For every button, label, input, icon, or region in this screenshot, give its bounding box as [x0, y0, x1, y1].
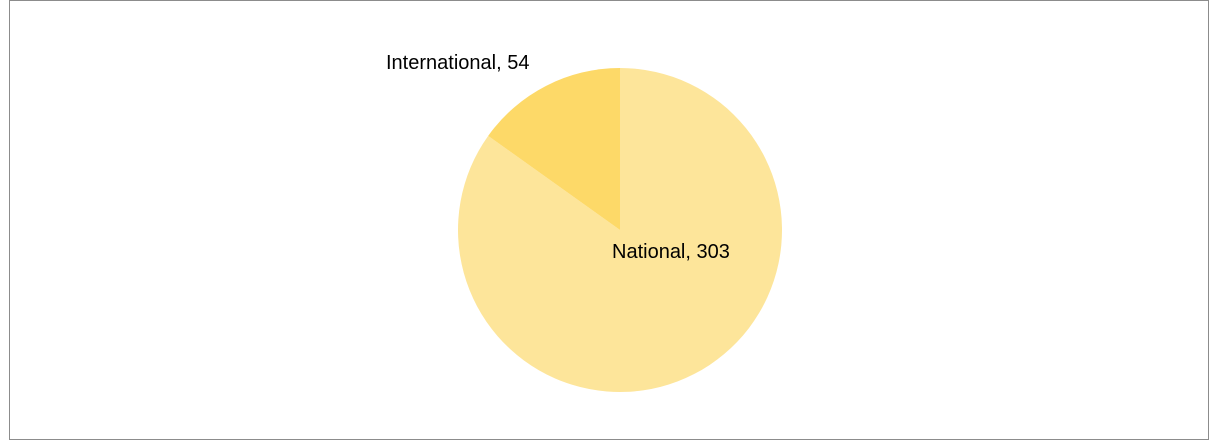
pie-slice-national [458, 68, 783, 392]
pie-chart: National, 303 International, 54 [386, 52, 783, 392]
chart-area: National, 303 International, 54 [9, 0, 1209, 440]
pie-data-labels: National, 303 International, 54 [386, 52, 730, 263]
data-label-national: National, 303 [612, 241, 730, 263]
data-label-international: International, 54 [386, 52, 529, 74]
pie-slices [458, 68, 783, 392]
pie-slice-international [488, 68, 620, 230]
